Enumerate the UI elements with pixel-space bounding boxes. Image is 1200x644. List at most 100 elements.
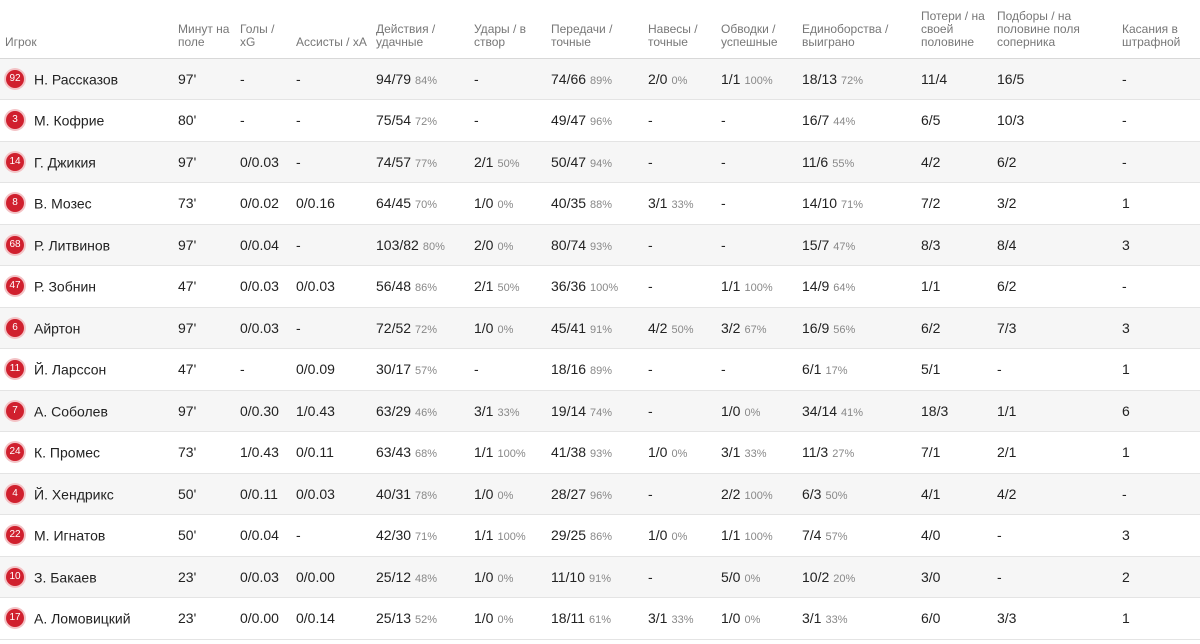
column-header-recoveries[interactable]: Подборы / на половине поля соперника [991, 0, 1116, 59]
column-header-goals[interactable]: Голы / xG [234, 0, 290, 59]
cell-recoveries: 2/1 [991, 431, 1116, 474]
duels-value: 18/13 [802, 70, 838, 87]
column-header-assists[interactable]: Ассисты / xA [290, 0, 370, 59]
player-cell[interactable]: 3 М. Кофрие [0, 99, 172, 142]
cell-crosses: 3/1 33% [642, 182, 715, 225]
table-row[interactable]: 4 Й. Хендрикс 50' 0/0.11 0/0.03 40/31 78% 1/0 0%… [0, 473, 1200, 515]
passes-percent: 86% [590, 531, 613, 544]
player-number-badge: 11 [6, 360, 24, 379]
player-name[interactable]: Г. Джикия [34, 153, 96, 170]
shots-value: 2/1 [474, 153, 494, 170]
cell-losses: 7/1 [915, 431, 991, 474]
player-name[interactable]: М. Кофрие [34, 112, 105, 129]
cell-assists: - [290, 141, 370, 183]
table-row[interactable]: 3 М. Кофрие 80' - -75/54 72% -49/47 96% - -16/7 44… [0, 99, 1200, 142]
table-row[interactable]: 6 Айртон 97' 0/0.03-72/52 72% 1/0 0% 45/41 91% 4/… [0, 307, 1200, 349]
touches-value: - [1122, 278, 1127, 295]
losses-value: 11/4 [921, 70, 948, 87]
losses-value: 1/1 [921, 278, 941, 295]
minutes-value: 73' [178, 444, 197, 461]
cell-shots: 3/1 33% [468, 390, 545, 432]
dribbles-value: - [721, 112, 726, 129]
player-name[interactable]: Р. Литвинов [34, 236, 111, 253]
player-name[interactable]: А. Соболев [34, 402, 108, 419]
actions-value: 56/48 [376, 278, 412, 295]
player-cell[interactable]: 11 Й. Ларссон [0, 348, 172, 391]
player-cell[interactable]: 6 Айртон [0, 307, 172, 349]
cell-assists: 0/0.16 [290, 182, 370, 225]
recoveries-value: 7/3 [997, 319, 1017, 336]
player-name[interactable]: К. Промес [34, 444, 100, 461]
passes-value: 40/35 [551, 195, 587, 212]
table-row[interactable]: 17 А. Ломовицкий 23' 0/0.00 0/0.14 25/13 52% 1/… [0, 597, 1200, 640]
touches-value: 2 [1122, 568, 1130, 585]
column-header-crosses[interactable]: Навесы / точные [642, 0, 715, 59]
cell-actions: 30/17 57% [370, 348, 468, 391]
column-header-losses[interactable]: Потери / на своей половине [915, 0, 991, 59]
duels-percent: 64% [833, 282, 856, 295]
duels-value: 11/6 [802, 153, 829, 170]
player-name[interactable]: З. Бакаев [34, 568, 97, 585]
table-row[interactable]: 14 Г. Джикия 97' 0/0.03-74/57 77% 2/1 50% 50/47… [0, 141, 1200, 183]
table-row[interactable]: 92 Н. Рассказов 97' - -94/79 84% -74/66 89% 2/0 0… [0, 58, 1200, 100]
table-row[interactable]: 10 З. Бакаев 23' 0/0.03 0/0.00 25/12 48% 1/0 0% 1… [0, 556, 1200, 598]
cell-duels: 34/14 41% [796, 390, 915, 432]
cell-goals: 0/0.03 [234, 141, 290, 183]
player-name[interactable]: Й. Хендрикс [34, 485, 114, 502]
crosses-value: 1/0 [648, 444, 668, 461]
cell-recoveries: 8/4 [991, 224, 1116, 266]
player-cell[interactable]: 24 К. Промес [0, 431, 172, 474]
player-name[interactable]: Айртон [34, 319, 81, 336]
cell-actions: 94/79 84% [370, 58, 468, 100]
cell-actions: 63/43 68% [370, 431, 468, 474]
crosses-value: - [648, 568, 653, 585]
table-row[interactable]: 22 М. Игнатов 50' 0/0.04-42/30 71% 1/1 100% 29/… [0, 514, 1200, 557]
player-name[interactable]: Й. Ларссон [34, 361, 107, 378]
player-cell[interactable]: 68 Р. Литвинов [0, 224, 172, 266]
duels-percent: 50% [825, 489, 848, 502]
touches-value: 1 [1122, 444, 1130, 461]
player-name[interactable]: А. Ломовицкий [34, 610, 131, 627]
column-header-touches[interactable]: Касания в штрафной [1116, 0, 1200, 59]
column-header-minutes[interactable]: Минут на поле [172, 0, 234, 59]
cell-crosses: - [642, 141, 715, 183]
player-name[interactable]: Р. Зобнин [34, 278, 97, 295]
column-header-duels[interactable]: Единоборства / выиграно [796, 0, 915, 59]
cell-crosses: 3/1 33% [642, 597, 715, 640]
column-header-player[interactable]: Игрок [0, 0, 172, 59]
shots-value: 1/0 [474, 319, 494, 336]
table-row[interactable]: 7 А. Соболев 97' 0/0.30 1/0.43 63/29 46% 3/1 33%… [0, 390, 1200, 432]
actions-value: 30/17 [376, 361, 412, 378]
player-number-badge: 68 [6, 235, 24, 254]
column-header-shots[interactable]: Удары / в створ [468, 0, 545, 59]
column-header-actions[interactable]: Действия / удачные [370, 0, 468, 59]
table-row[interactable]: 24 К. Промес 73' 1/0.43 0/0.11 63/43 68% 1/1 100… [0, 431, 1200, 474]
recoveries-value: 10/3 [997, 112, 1025, 129]
column-header-dribbles[interactable]: Обводки / успешные [715, 0, 796, 59]
player-cell[interactable]: 7 А. Соболев [0, 390, 172, 432]
dribbles-percent: 0% [744, 614, 761, 627]
table-row[interactable]: 11 Й. Ларссон 47' -0/0.09 30/17 57% -18/16 89% -… [0, 348, 1200, 391]
player-cell[interactable]: 92 Н. Рассказов [0, 58, 172, 100]
player-name[interactable]: В. Мозес [34, 195, 92, 212]
player-name[interactable]: М. Игнатов [34, 527, 106, 544]
player-cell[interactable]: 47 Р. Зобнин [0, 265, 172, 308]
actions-percent: 80% [422, 240, 445, 253]
table-row[interactable]: 47 Р. Зобнин 47' 0/0.03 0/0.03 56/48 86% 2/1 50%… [0, 265, 1200, 308]
table-row[interactable]: 8 В. Мозес 73' 0/0.02 0/0.16 64/45 70% 1/0 0% 40/… [0, 182, 1200, 225]
player-cell[interactable]: 22 М. Игнатов [0, 514, 172, 557]
passes-percent: 89% [590, 74, 613, 87]
player-name[interactable]: Н. Рассказов [34, 70, 119, 87]
goals-value: 1/0.43 [240, 444, 279, 461]
player-cell[interactable]: 14 Г. Джикия [0, 141, 172, 183]
cell-goals: 0/0.00 [234, 597, 290, 640]
column-header-passes[interactable]: Передачи / точные [545, 0, 642, 59]
player-cell[interactable]: 8 В. Мозес [0, 182, 172, 225]
player-cell[interactable]: 10 З. Бакаев [0, 556, 172, 598]
dribbles-percent: 33% [744, 448, 767, 461]
player-cell[interactable]: 4 Й. Хендрикс [0, 473, 172, 515]
player-cell[interactable]: 17 А. Ломовицкий [0, 597, 172, 640]
table-row[interactable]: 68 Р. Литвинов 97' 0/0.04-103/82 80% 2/0 0% 80/… [0, 224, 1200, 266]
passes-value: 49/47 [551, 112, 587, 129]
